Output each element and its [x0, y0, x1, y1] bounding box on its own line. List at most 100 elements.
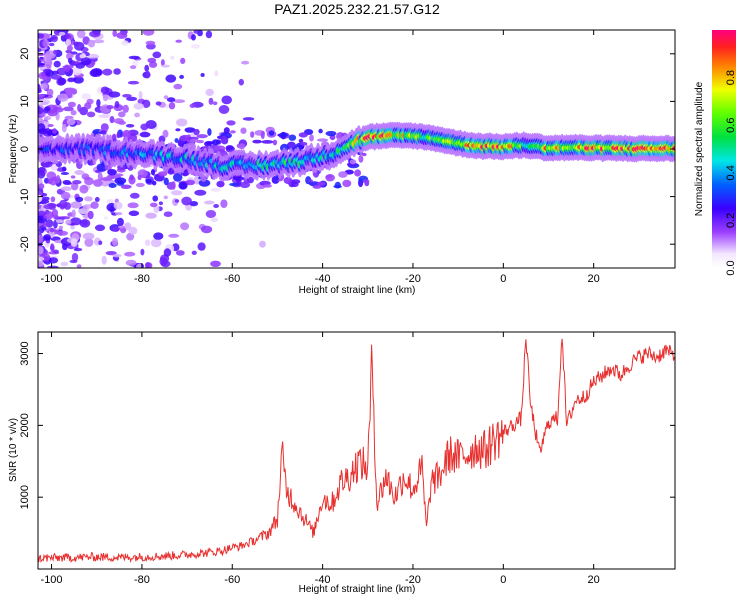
noise-speckle — [49, 227, 55, 233]
snr-x-label: Height of straight line (km) — [299, 584, 416, 595]
noise-speckle — [65, 87, 77, 95]
noise-speckle — [162, 129, 169, 138]
noise-speckle — [210, 217, 219, 223]
noise-speckle — [83, 176, 91, 181]
noise-speckle — [60, 191, 71, 200]
noise-speckle — [210, 187, 221, 192]
noise-speckle — [189, 138, 199, 143]
noise-speckle — [61, 166, 67, 172]
snr-frame — [37, 331, 676, 570]
noise-speckle — [125, 124, 135, 128]
noise-speckle — [132, 60, 139, 67]
noise-speckle — [73, 247, 83, 252]
noise-speckle — [308, 179, 313, 183]
noise-speckle — [38, 94, 46, 98]
noise-speckle — [74, 170, 85, 175]
noise-speckle — [174, 199, 180, 203]
colorbar-tick-label: 0.0 — [725, 260, 737, 275]
noise-speckle — [38, 48, 42, 53]
noise-speckle — [106, 199, 115, 204]
noise-speckle — [76, 30, 86, 39]
noise-speckle — [128, 210, 140, 217]
noise-speckle — [193, 30, 199, 34]
colorbar-tick-label: 0.8 — [725, 70, 737, 85]
noise-speckle — [43, 204, 55, 210]
noise-speckle — [116, 32, 128, 39]
noise-speckle — [159, 257, 168, 266]
noise-speckle — [238, 78, 244, 86]
noise-speckle — [300, 142, 308, 146]
noise-speckle — [342, 179, 352, 188]
noise-speckle — [205, 88, 214, 96]
noise-speckle — [163, 95, 169, 100]
noise-speckle — [218, 105, 230, 114]
noise-speckle — [104, 216, 109, 220]
noise-speckle — [122, 129, 131, 139]
noise-speckle — [118, 225, 125, 229]
noise-speckle — [73, 76, 84, 84]
noise-speckle — [40, 160, 51, 168]
noise-speckle — [46, 88, 54, 97]
noise-speckle — [124, 222, 132, 231]
noise-speckle — [139, 131, 151, 138]
noise-speckle — [113, 201, 123, 210]
y-tick-label: 20 — [19, 48, 31, 60]
noise-speckle — [113, 68, 121, 75]
noise-speckle — [196, 134, 208, 139]
snr-y-label: SNR (10 * v/v) — [8, 418, 19, 482]
noise-speckle — [102, 68, 113, 76]
noise-speckle — [216, 180, 225, 188]
x-tick-label: -100 — [41, 273, 63, 285]
noise-speckle — [122, 94, 132, 98]
noise-speckle — [75, 196, 84, 203]
noise-speckle — [174, 138, 179, 143]
noise-speckle — [116, 217, 124, 227]
noise-speckle — [333, 184, 342, 189]
colorbar-label: Normalized spectral amplitude — [694, 81, 705, 216]
noise-speckle — [66, 45, 73, 51]
noise-speckle — [72, 180, 82, 185]
noise-speckle — [124, 251, 136, 257]
noise-speckle — [207, 128, 212, 136]
x-tick-label: -100 — [41, 574, 63, 586]
noise-speckle — [65, 219, 72, 225]
noise-speckle — [252, 139, 262, 144]
noise-speckle — [163, 211, 173, 217]
noise-speckle — [145, 40, 156, 46]
noise-speckle — [136, 263, 143, 268]
noise-speckle — [145, 178, 152, 184]
noise-speckle — [175, 39, 182, 43]
chart-title: PAZ1.2025.232.21.57.G12 — [274, 1, 440, 17]
spectrogram-x-ticks: -100 -80 -60 -40 -20 0 20 — [41, 30, 600, 285]
noise-speckle — [142, 30, 155, 36]
noise-speckle — [155, 101, 162, 106]
noise-speckle — [43, 68, 52, 73]
noise-speckle — [212, 101, 218, 106]
noise-speckle — [129, 65, 137, 70]
y-tick-label: 0 — [19, 146, 31, 152]
noise-speckle — [211, 139, 220, 146]
noise-speckle — [205, 30, 213, 39]
noise-speckle — [108, 183, 117, 188]
noise-speckle — [101, 255, 107, 265]
spectrogram-y-ticks: -20 -10 0 10 20 — [19, 48, 675, 252]
noise-speckle — [179, 74, 185, 79]
x-tick-label: 0 — [500, 574, 506, 586]
noise-speckle — [260, 131, 265, 139]
noise-speckle — [118, 111, 126, 118]
noise-speckle — [128, 55, 140, 60]
noise-speckle — [84, 102, 92, 110]
noise-speckle — [98, 240, 103, 246]
noise-speckle — [127, 202, 139, 209]
noise-speckle — [176, 118, 188, 127]
noise-speckle — [87, 54, 99, 58]
noise-speckle — [197, 242, 206, 251]
spectrogram-heatmap — [38, 30, 675, 268]
noise-speckle — [241, 60, 250, 65]
noise-speckle — [133, 103, 144, 110]
noise-speckle — [317, 181, 326, 186]
noise-speckle — [221, 135, 227, 140]
noise-speckle — [98, 114, 110, 119]
